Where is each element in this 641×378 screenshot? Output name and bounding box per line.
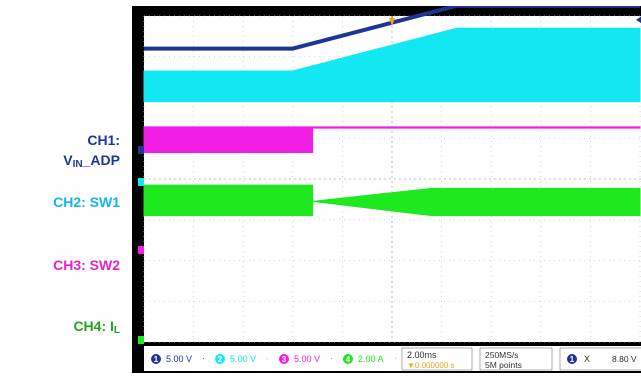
ch4-scale-badge-number: 4 [346,355,351,364]
trigger-level-value: 8.80 V [612,354,637,364]
acquisition-box [479,347,553,371]
channel-markers [138,16,641,344]
ch3-ground-marker [138,246,144,254]
ch4-scale-badge [343,354,353,364]
ch2-scale-value: 5.00 V [230,354,256,364]
ch1-trace [144,3,640,51]
ch3-label: CH3: SW2 [53,257,120,273]
ch4-envelope [143,184,641,217]
ch4-scale-value: 2.00 A [358,354,384,364]
ch2-bw-icon: ᐧ [266,354,268,364]
status-bar [144,346,641,371]
ch1-scale-badge-number: 1 [154,355,159,364]
ch3-bw-icon: ᐧ [330,354,332,364]
ch2-ground-marker [138,178,144,186]
ch2-label: CH2: SW1 [53,194,120,210]
ch2-scale-badge-number: 2 [218,355,223,364]
ch3-scale-badge [279,354,289,364]
record-length-value: 5M points [485,360,522,370]
trigger-source-badge [567,354,577,364]
ch3-envelope [143,126,641,154]
ch1-label: CH1: VIN_ADP [63,130,120,175]
trigger-type-symbol: X [584,354,590,364]
oscilloscope-plot: 1 5.00 V ᐧ 2 5.00 V ᐧ 3 5.00 V ᐧ 4 2.00 A ᐧ 2.00ms▼0… [138,3,641,371]
ch4-ground-marker [138,336,144,344]
trigger-box [559,347,641,371]
ch2-scale-badge [215,354,225,364]
sample-rate-value: 250MS/s [485,350,519,360]
ch3-scale-badge-number: 3 [282,355,287,364]
trigger-source-badge-number: 1 [570,355,575,364]
ch2-envelope [143,27,641,103]
status-bar-content: 1 5.00 V ᐧ 2 5.00 V ᐧ 3 5.00 V ᐧ 4 2.00 A ᐧ 2.00ms▼0… [151,347,641,371]
ch4-bw-icon: ᐧ [394,354,396,364]
ch4-label: CH4: IL [73,318,120,336]
oscilloscope-screen: 1 5.00 V ᐧ 2 5.00 V ᐧ 3 5.00 V ᐧ 4 2.00 A ᐧ 2.00ms ▼0… [132,3,641,373]
ch1-label-name: VIN_ADP [63,152,120,170]
timebase-value: 2.00ms [407,350,437,360]
waveforms [143,3,641,217]
ch1-ground-marker [138,146,144,154]
trigger-position-value: ▼0.000000 s [407,361,455,370]
ch1-scale-value: 5.00 V [166,354,192,364]
trigger-level-marker [636,16,641,24]
trigger-position-marker [389,18,395,26]
ch1-bw-icon: ᐧ [202,354,204,364]
timebase-box [401,347,473,371]
ch3-scale-value: 5.00 V [294,354,320,364]
ch1-label-prefix: CH1: [87,132,120,148]
ch1-scale-badge [151,354,161,364]
